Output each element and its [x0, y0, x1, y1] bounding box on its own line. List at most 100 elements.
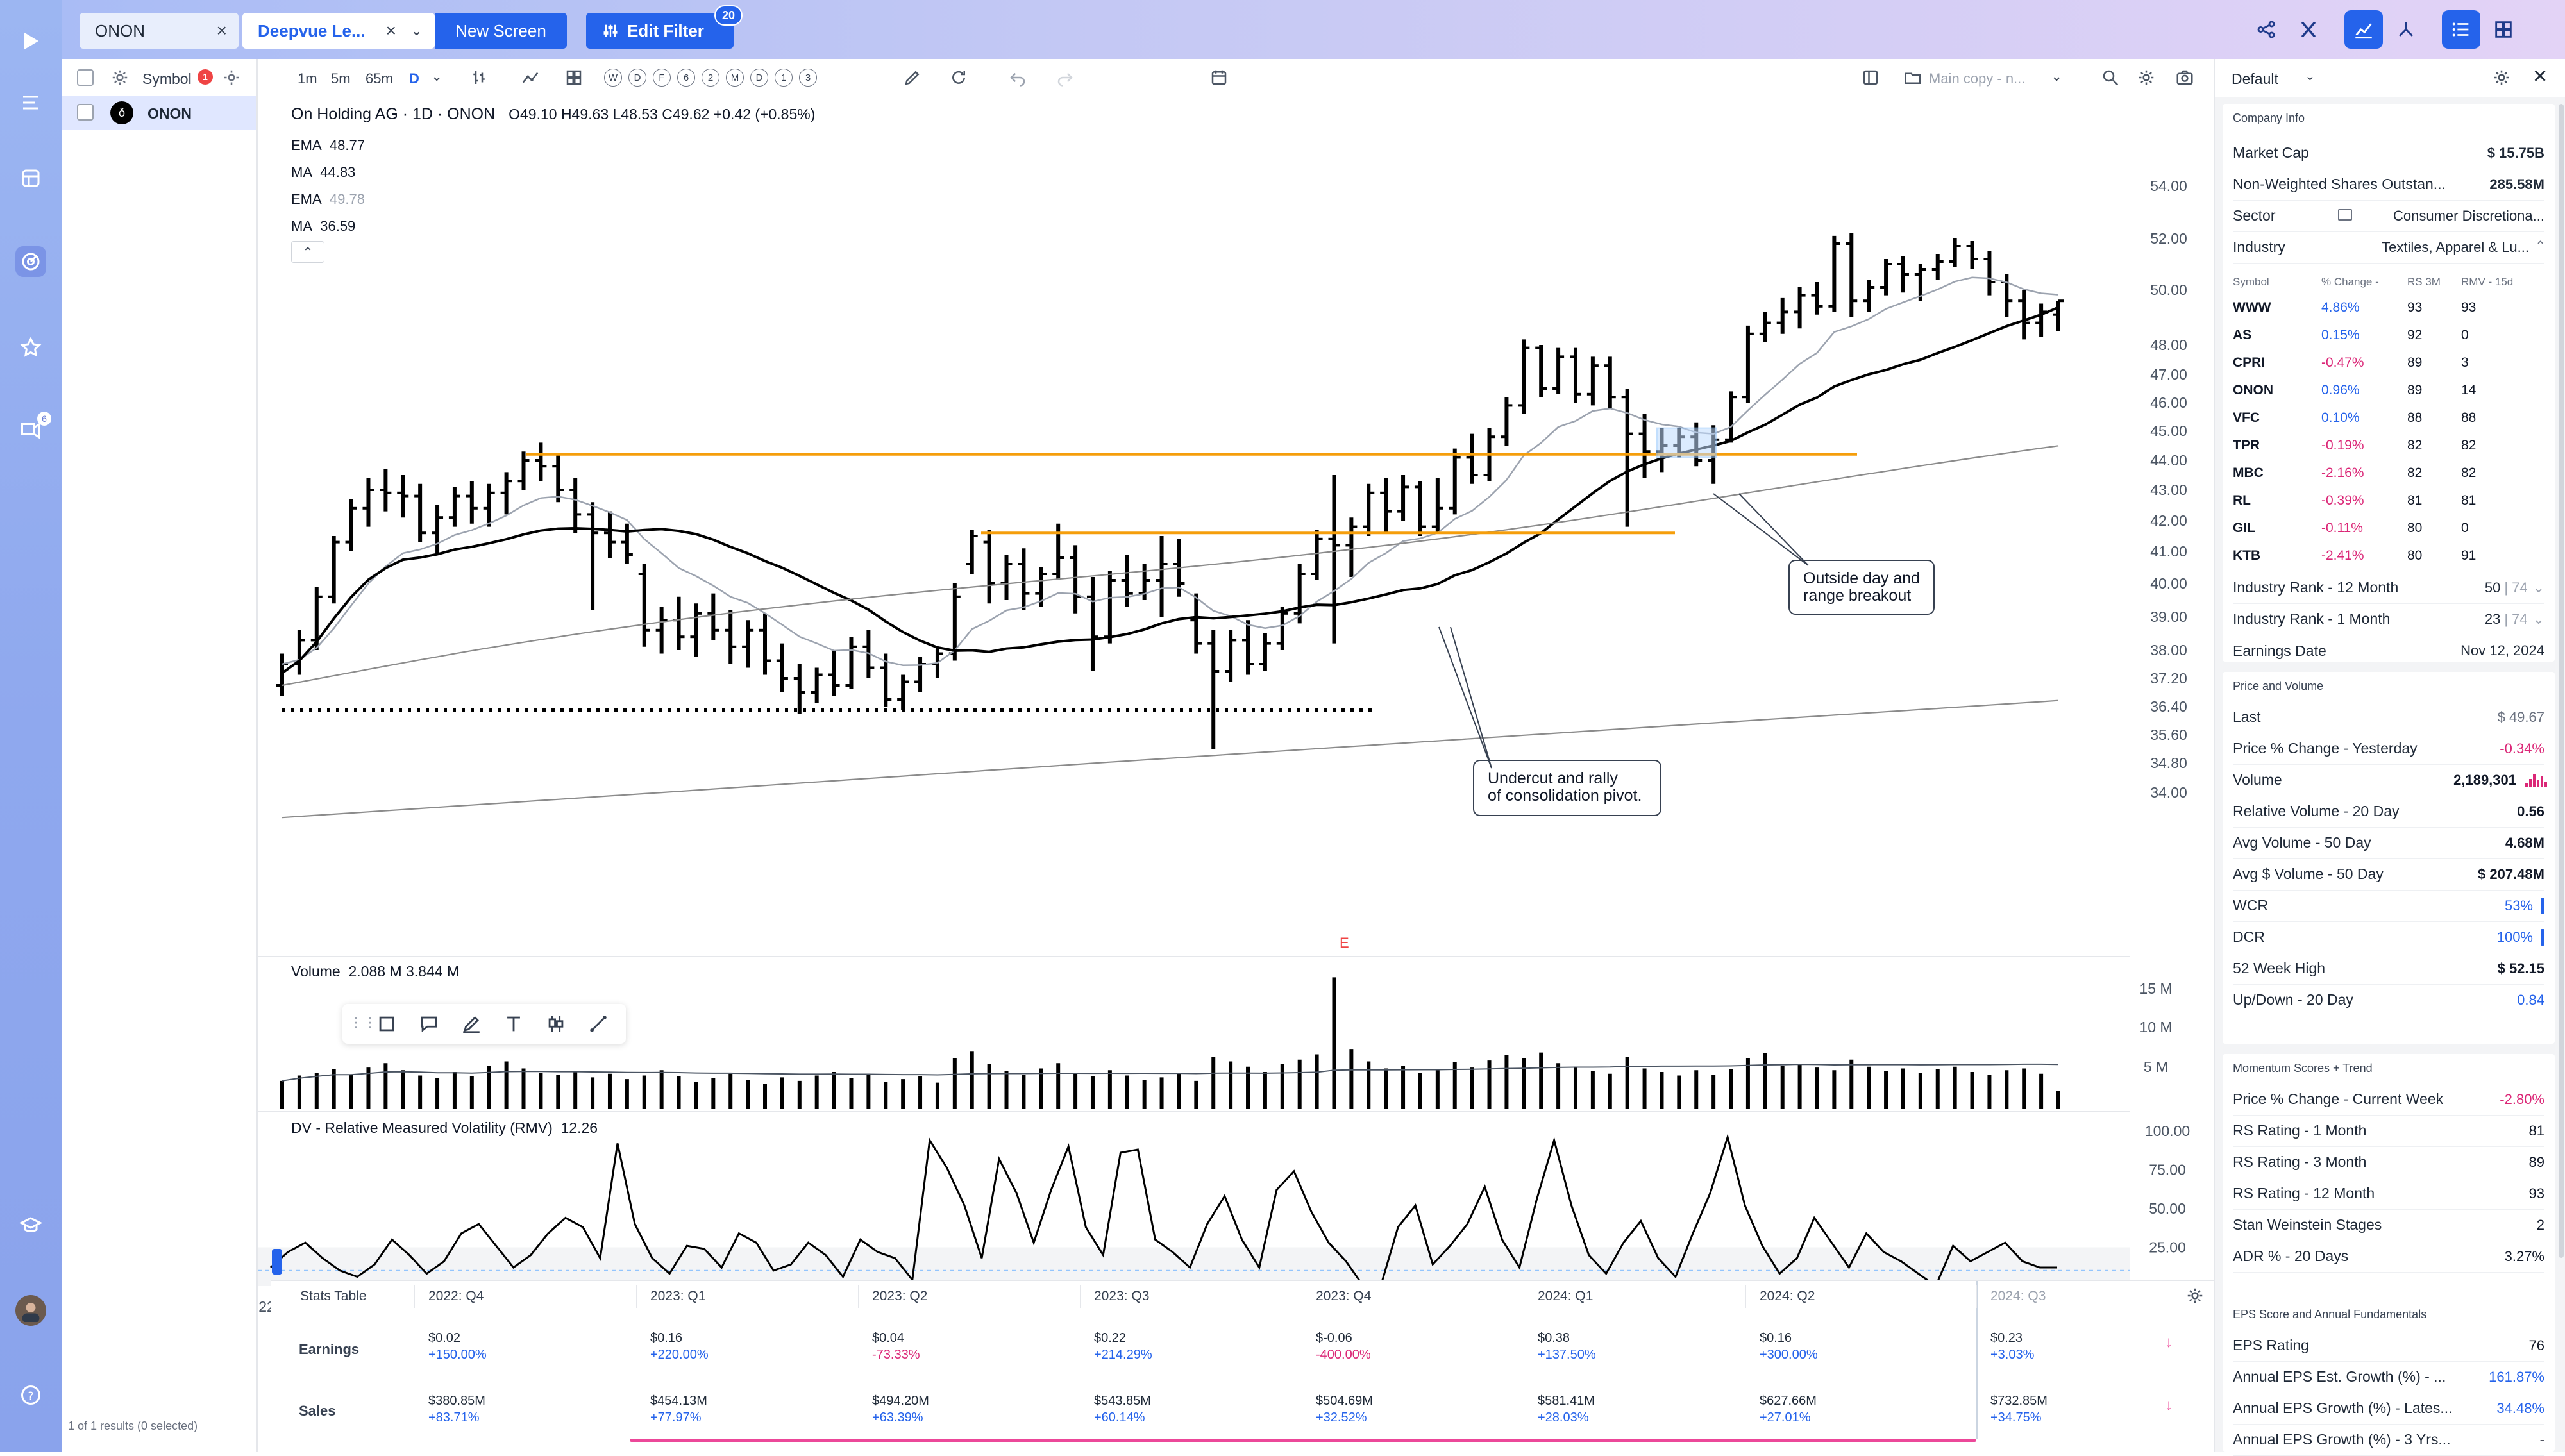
settings-icon[interactable]	[2185, 1286, 2205, 1305]
close-icon[interactable]: ×	[385, 21, 396, 40]
layout-icon[interactable]	[15, 163, 46, 194]
info-row[interactable]: RS Rating - 1 Month 81	[2233, 1115, 2544, 1147]
info-row[interactable]: Sector Consumer Discretiona...	[2233, 200, 2544, 232]
period-button[interactable]: D	[750, 69, 768, 87]
help-icon[interactable]: ?	[15, 1380, 46, 1410]
info-row[interactable]: Annual EPS Growth (%) - 3 Yrs... -	[2233, 1424, 2544, 1456]
peer-row[interactable]: GIL -0.11% 80 0	[2233, 514, 2544, 542]
indicators-icon[interactable]	[521, 68, 540, 87]
annotation-undercut[interactable]: Undercut and rally of consolidation pivot…	[1438, 626, 1661, 816]
annotation-outside-day[interactable]: Outside day and range breakout	[1713, 493, 1935, 615]
peer-row[interactable]: RL -0.39% 81 81	[2233, 487, 2544, 514]
info-row[interactable]: Price % Change - Current Week -2.80%	[2233, 1084, 2544, 1116]
settings-icon[interactable]	[2137, 68, 2156, 87]
avatar[interactable]	[15, 1295, 46, 1326]
chevron-down-icon[interactable]: ⌄	[2532, 579, 2544, 596]
close-icon[interactable]: ×	[216, 21, 227, 40]
info-row[interactable]: Industry Textiles, Apparel & Lu... ⌃	[2233, 231, 2546, 264]
drag-handle-icon[interactable]: ⋮⋮	[349, 1014, 377, 1030]
rank-row[interactable]: Industry Rank - 12 Month 50 | 74 ⌄	[2233, 572, 2544, 604]
timeframe-1m[interactable]: 1m	[298, 71, 317, 87]
calendar-icon[interactable]	[1209, 68, 1229, 87]
trendline-icon[interactable]	[587, 1013, 609, 1035]
period-button[interactable]: 2	[702, 69, 719, 87]
peer-row[interactable]: MBC -2.16% 82 82	[2233, 459, 2544, 487]
period-button[interactable]: M	[726, 69, 744, 87]
deepvue-logo-icon[interactable]	[15, 26, 46, 56]
list-view-icon[interactable]	[2442, 10, 2480, 49]
arrow-down-icon[interactable]: ↓	[2165, 1396, 2173, 1414]
earnings-date-row[interactable]: Earnings Date Nov 12, 2024	[2233, 635, 2544, 667]
peer-row[interactable]: ONON 0.96% 89 14	[2233, 376, 2544, 404]
screenshot-icon[interactable]	[2175, 68, 2194, 87]
timeframe-65m[interactable]: 65m	[366, 71, 393, 87]
text-tool-icon[interactable]	[503, 1013, 525, 1035]
tab-onon[interactable]: ONON ×	[80, 13, 239, 49]
rectangle-icon[interactable]	[376, 1013, 398, 1035]
info-row[interactable]: Non-Weighted Shares Outstan... 285.58M	[2233, 169, 2544, 201]
gear-icon[interactable]	[2492, 68, 2511, 87]
info-row[interactable]: RS Rating - 3 Month 89	[2233, 1146, 2544, 1178]
info-row[interactable]: EPS Rating 76	[2233, 1330, 2544, 1362]
layout-name[interactable]: Main copy - n...	[1929, 71, 2026, 87]
gear-icon[interactable]	[110, 68, 130, 87]
info-row[interactable]: Annual EPS Growth (%) - Lates... 34.48%	[2233, 1393, 2544, 1425]
x-logo-icon[interactable]	[2289, 10, 2328, 49]
folder-icon[interactable]	[1903, 68, 1922, 87]
period-button[interactable]: F	[653, 69, 671, 87]
table-scrollbar[interactable]	[630, 1439, 1976, 1442]
chevron-down-icon[interactable]: ⌄	[2051, 68, 2063, 84]
peer-column-header[interactable]: RMV - 15d	[2461, 276, 2514, 288]
row-checkbox[interactable]	[77, 104, 94, 121]
info-row[interactable]: WCR 53%	[2233, 890, 2544, 922]
info-row[interactable]: Annual EPS Est. Growth (%) - ... 161.87%	[2233, 1361, 2544, 1393]
info-row[interactable]: Volume 2,189,301	[2233, 764, 2547, 796]
rank-row[interactable]: Industry Rank - 1 Month 23 | 74 ⌄	[2233, 603, 2544, 635]
object-tree-icon[interactable]	[1861, 68, 1880, 87]
info-row[interactable]: DCR 100%	[2233, 921, 2544, 953]
rmv-pane-handle[interactable]	[272, 1249, 282, 1275]
peer-column-header[interactable]: RS 3M	[2407, 276, 2441, 288]
info-row[interactable]: Last $ 49.67	[2233, 701, 2544, 733]
candles-icon[interactable]	[545, 1013, 567, 1035]
info-row[interactable]: ADR % - 20 Days 3.27%	[2233, 1241, 2544, 1273]
period-button[interactable]: 6	[677, 69, 695, 87]
period-button[interactable]: 1	[775, 69, 793, 87]
info-row[interactable]: Price % Change - Yesterday -0.34%	[2233, 733, 2544, 765]
period-button[interactable]: W	[604, 69, 622, 87]
price-chart[interactable]: Outside day and range breakout Undercut an…	[258, 97, 2214, 1318]
templates-icon[interactable]	[564, 68, 584, 87]
info-row[interactable]: 52 Week High $ 52.15	[2233, 953, 2544, 985]
peer-row[interactable]: VFC 0.10% 88 88	[2233, 404, 2544, 431]
share-icon[interactable]	[2247, 10, 2285, 49]
peer-row[interactable]: TPR -0.19% 82 82	[2233, 431, 2544, 459]
info-row[interactable]: Market Cap $ 15.75B	[2233, 137, 2544, 169]
earnings-marker[interactable]: E	[1340, 935, 1349, 951]
radar-icon[interactable]	[15, 246, 46, 277]
arrow-down-icon[interactable]: ↓	[2165, 1334, 2173, 1351]
select-all-checkbox[interactable]	[77, 69, 94, 86]
chevron-up-icon[interactable]: ⌃	[2535, 239, 2546, 253]
star-icon[interactable]	[15, 332, 46, 363]
education-icon[interactable]	[15, 1210, 46, 1241]
peer-column-header[interactable]: Symbol	[2233, 276, 2269, 288]
tab-deepvue[interactable]: Deepvue Le... × ⌄	[242, 13, 435, 49]
chevron-down-icon[interactable]: ⌄	[431, 68, 443, 84]
grid-view-icon[interactable]	[2484, 10, 2523, 49]
panel-scrollbar[interactable]	[2559, 104, 2564, 1258]
highlighter-icon[interactable]	[460, 1013, 482, 1035]
info-row[interactable]: Avg $ Volume - 50 Day $ 207.48M	[2233, 858, 2544, 891]
info-row[interactable]: RS Rating - 12 Month 93	[2233, 1178, 2544, 1210]
info-row[interactable]: Stan Weinstein Stages 2	[2233, 1209, 2544, 1241]
peer-row[interactable]: CPRI -0.47% 89 3	[2233, 349, 2544, 376]
undo-icon[interactable]	[1008, 68, 1027, 87]
refresh-icon[interactable]	[949, 68, 968, 87]
chevron-down-icon[interactable]: ⌄	[411, 24, 422, 38]
peer-row[interactable]: KTB -2.41% 80 91	[2233, 542, 2544, 569]
menu-icon[interactable]	[15, 87, 46, 118]
pencil-icon[interactable]	[903, 68, 922, 87]
layout-select[interactable]: Default	[2232, 71, 2278, 87]
symbol-column-header[interactable]: Symbol	[142, 71, 192, 87]
edit-filter-button[interactable]: Edit Filter 20	[586, 5, 743, 49]
split-view-icon[interactable]	[2387, 10, 2425, 49]
